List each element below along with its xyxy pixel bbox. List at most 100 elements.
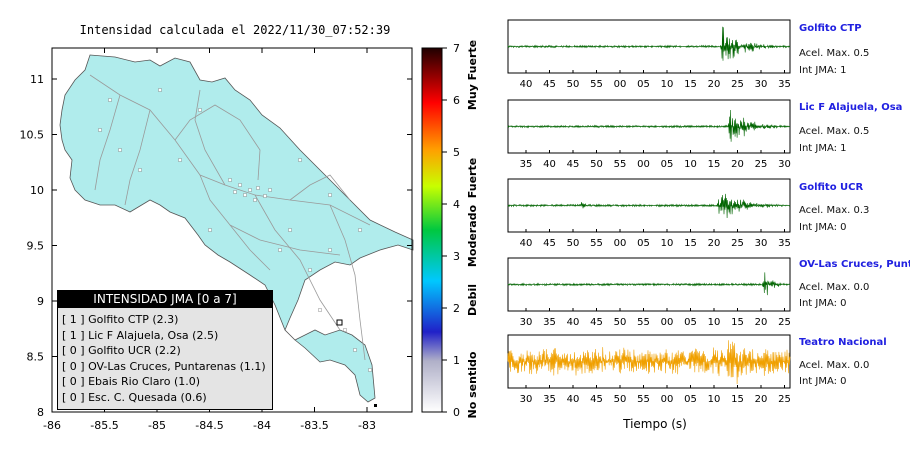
waveform-tick-label: 45 xyxy=(567,159,580,170)
waveform-tick-label: 40 xyxy=(567,317,580,328)
town-marker xyxy=(308,268,312,272)
station-name: Golfito UCR xyxy=(799,182,864,193)
waveform-tick-label: 50 xyxy=(614,394,627,405)
waveform-tick-label: 15 xyxy=(731,394,744,405)
town-marker xyxy=(288,228,292,232)
station-name: OV-Las Cruces, Puntar xyxy=(799,259,910,270)
town-marker xyxy=(368,368,372,372)
colorbar-class-label: Debil xyxy=(466,284,479,316)
waveform-tick-label: 45 xyxy=(590,317,603,328)
x-tick-label: -84 xyxy=(253,419,271,432)
waveform-tick-label: 55 xyxy=(614,159,627,170)
station-marker xyxy=(336,319,343,326)
waveform-tick-label: 10 xyxy=(661,79,674,90)
waveform-tick-label: 10 xyxy=(708,394,721,405)
x-tick-label: -85 xyxy=(148,419,166,432)
waveform-tick-label: 35 xyxy=(543,394,556,405)
station-int: Int JMA: 1 xyxy=(799,65,847,76)
waveform-tick-label: 35 xyxy=(543,317,556,328)
waveform-tick-label: 05 xyxy=(661,159,674,170)
map-frame xyxy=(51,47,413,413)
town-marker xyxy=(138,168,142,172)
waveform-tick-label: 20 xyxy=(755,317,768,328)
waveform-tick-label: 55 xyxy=(637,394,650,405)
road-line xyxy=(289,174,351,201)
station-marker xyxy=(374,404,377,407)
legend-item: [ 1 ] Lic F Alajuela, Osa (2.5) xyxy=(62,328,219,342)
waveform-tick-label: 10 xyxy=(708,317,721,328)
waveform-tick-label: 50 xyxy=(614,317,627,328)
town-marker xyxy=(353,348,357,352)
waveform-tick-label: 35 xyxy=(520,159,533,170)
town-marker xyxy=(238,183,242,187)
waveform-tick-label: 35 xyxy=(778,238,791,249)
station-acel: Acel. Max. 0.3 xyxy=(799,205,870,216)
waveform-tick-label: 15 xyxy=(684,79,697,90)
waveform-tick-label: 50 xyxy=(590,159,603,170)
road-line xyxy=(174,104,261,181)
time-axis-label: Tiempo (s) xyxy=(623,417,687,431)
waveform-tick-label: 20 xyxy=(755,394,768,405)
town-marker xyxy=(343,328,347,332)
colorbar-tick-label: 7 xyxy=(453,42,460,55)
legend-title: INTENSIDAD JMA [0 a 7] xyxy=(58,291,272,308)
waveform-tick-label: 50 xyxy=(567,238,580,249)
town-marker xyxy=(328,248,332,252)
road-line xyxy=(124,109,151,206)
legend-item: [ 0 ] Esc. C. Quesada (0.6) xyxy=(62,390,207,404)
colorbar-class-label: Muy Fuerte xyxy=(466,40,479,110)
town-marker xyxy=(108,98,112,102)
waveform-tick-label: 30 xyxy=(520,394,533,405)
road-line xyxy=(329,204,366,361)
colorbar-tick-label: 5 xyxy=(453,146,460,159)
station-int: Int JMA: 0 xyxy=(799,298,847,309)
y-tick-label: 10 xyxy=(30,184,44,197)
colorbar-class-label: Fuerte xyxy=(466,158,479,198)
waveform-tick-label: 25 xyxy=(731,238,744,249)
waveform-trace xyxy=(507,26,791,61)
waveform-tick-label: 30 xyxy=(778,159,791,170)
town-marker xyxy=(98,128,102,132)
waveform-tick-label: 40 xyxy=(520,79,533,90)
town-marker xyxy=(253,198,257,202)
waveform-tick-label: 15 xyxy=(684,238,697,249)
town-marker xyxy=(298,158,302,162)
town-marker xyxy=(358,228,362,232)
x-tick-label: -85.5 xyxy=(90,419,118,432)
waveform-tick-label: 50 xyxy=(567,79,580,90)
waveform-tick-label: 00 xyxy=(614,238,627,249)
station-int: Int JMA: 1 xyxy=(799,143,847,154)
town-marker xyxy=(178,158,182,162)
waveform-tick-label: 20 xyxy=(731,159,744,170)
intensity-legend: INTENSIDAD JMA [0 a 7] [ 1 ] Golfito CTP… xyxy=(57,290,273,410)
station-int: Int JMA: 0 xyxy=(799,222,847,233)
road-line xyxy=(194,89,226,186)
waveform-tick-label: 25 xyxy=(731,79,744,90)
waveform-tick-label: 45 xyxy=(590,394,603,405)
map-title: Intensidad calculada el 2022/11/30_07:52… xyxy=(79,23,391,37)
y-tick-label: 8.5 xyxy=(27,351,45,364)
colorbar-tick-label: 2 xyxy=(453,302,460,315)
station-name: Lic F Alajuela, Osa xyxy=(799,102,903,113)
town-marker xyxy=(278,248,282,252)
station-acel: Acel. Max. 0.5 xyxy=(799,126,870,137)
station-acel: Acel. Max. 0.5 xyxy=(799,48,870,59)
y-tick-label: 10.5 xyxy=(20,129,45,142)
legend-item: [ 0 ] Ebais Rio Claro (1.0) xyxy=(62,375,201,389)
waveform-tick-label: 40 xyxy=(543,159,556,170)
colorbar-gradient xyxy=(421,47,443,413)
town-marker xyxy=(268,188,272,192)
waveform-tick-label: 25 xyxy=(755,159,768,170)
legend-item: [ 0 ] Golfito UCR (2.2) xyxy=(62,344,181,358)
legend-item: [ 0 ] OV-Las Cruces, Puntarenas (1.1) xyxy=(62,359,266,373)
y-tick-label: 8 xyxy=(37,406,44,419)
town-marker xyxy=(233,190,237,194)
x-tick-label: -83 xyxy=(358,419,376,432)
town-marker xyxy=(263,194,267,198)
colorbar-class-label: No sentido xyxy=(466,351,479,418)
waveform-tick-label: 15 xyxy=(708,159,721,170)
town-marker xyxy=(208,228,212,232)
waveform-tick-label: 40 xyxy=(520,238,533,249)
waveform-tick-label: 30 xyxy=(755,238,768,249)
waveform-tick-label: 40 xyxy=(567,394,580,405)
